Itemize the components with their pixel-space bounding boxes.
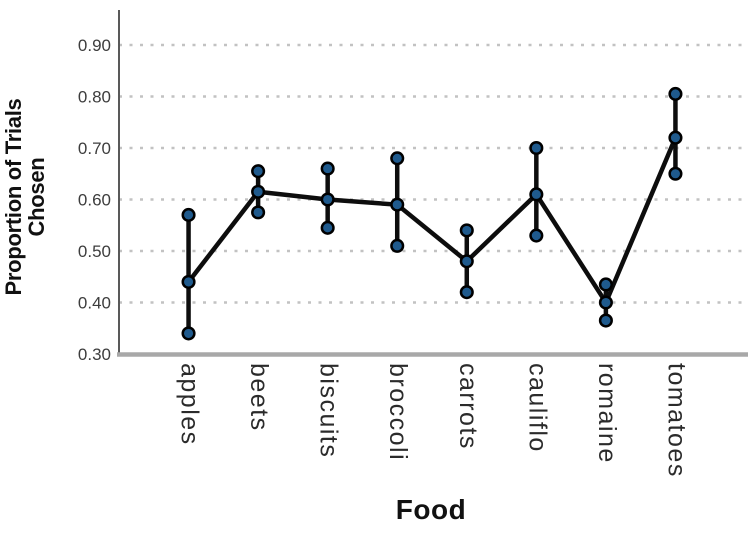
lower-error-marker xyxy=(668,166,683,181)
mean-marker xyxy=(181,274,196,289)
mean-marker xyxy=(598,295,613,310)
lower-error-marker xyxy=(251,205,266,220)
x-category-label: cauliflo xyxy=(523,363,551,453)
upper-error-marker xyxy=(251,164,266,179)
y-axis-title-line2: Chosen xyxy=(24,157,49,237)
lower-error-marker xyxy=(459,285,474,300)
upper-error-marker xyxy=(668,86,683,101)
y-tick-label: 0.90 xyxy=(78,36,111,55)
mean-marker xyxy=(529,187,544,202)
upper-error-marker xyxy=(320,161,335,176)
x-category-label: romaine xyxy=(593,363,621,464)
mean-marker xyxy=(390,197,405,212)
upper-error-marker xyxy=(459,223,474,238)
upper-error-marker xyxy=(529,140,544,156)
x-category-label: carrots xyxy=(454,363,482,450)
y-tick-label: 0.50 xyxy=(78,242,111,261)
y-tick-label: 0.60 xyxy=(78,191,111,210)
upper-error-marker xyxy=(390,151,405,166)
y-axis-title-line1: Proportion of Trials xyxy=(1,98,26,296)
x-category-label: broccoli xyxy=(384,363,412,461)
mean-marker xyxy=(459,254,474,269)
lower-error-marker xyxy=(598,313,613,328)
y-tick-label: 0.30 xyxy=(78,345,111,364)
mean-marker xyxy=(251,184,266,199)
x-category-label: beets xyxy=(245,363,273,432)
mean-marker xyxy=(668,130,683,145)
upper-error-marker xyxy=(598,277,613,292)
mean-line xyxy=(186,136,678,308)
x-category-label: apples xyxy=(176,363,204,446)
lower-error-marker xyxy=(181,326,196,341)
lower-error-marker xyxy=(390,238,405,253)
upper-error-marker xyxy=(181,207,196,222)
y-tick-label: 0.70 xyxy=(78,139,111,158)
x-category-label: biscuits xyxy=(315,363,343,458)
mean-marker xyxy=(320,192,335,207)
y-tick-label: 0.80 xyxy=(78,88,111,107)
x-axis-title: Food xyxy=(395,494,467,525)
x-category-label: tomatoes xyxy=(662,363,690,478)
y-axis-title: Proportion of Trials Chosen xyxy=(1,67,50,327)
y-tick-label: 0.40 xyxy=(78,294,111,313)
lower-error-marker xyxy=(529,228,544,243)
lower-error-marker xyxy=(320,220,335,235)
